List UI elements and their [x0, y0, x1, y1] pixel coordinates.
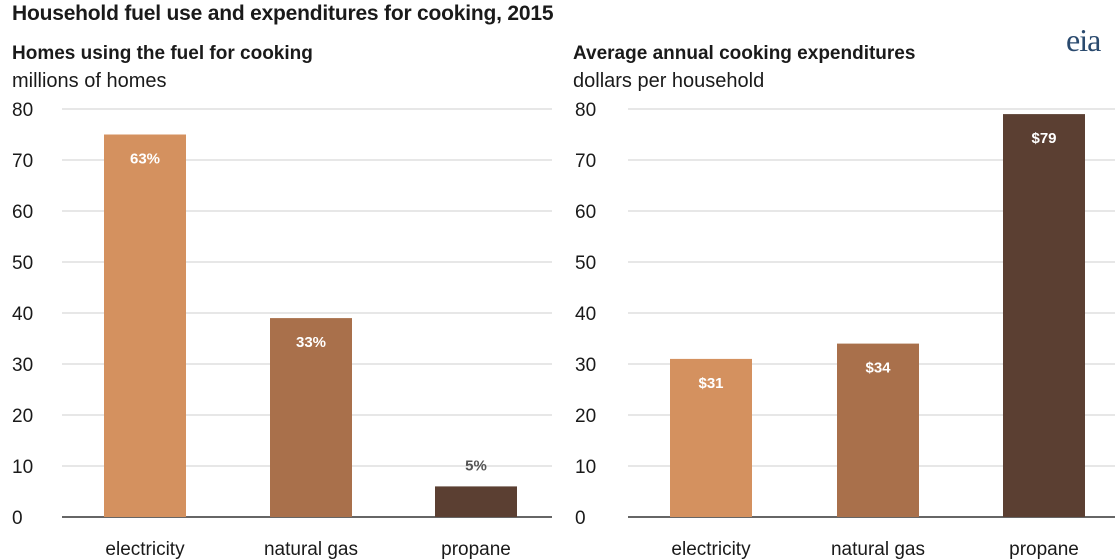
bar-natural-gas [837, 343, 919, 517]
y-tick-label: 40 [575, 304, 596, 325]
y-tick-label: 80 [575, 100, 596, 121]
y-tick-label: 10 [575, 457, 596, 478]
left-chart-title: Homes using the fuel for cooking [12, 43, 313, 64]
data-label: $79 [1031, 130, 1056, 147]
bar-electricity [104, 134, 186, 517]
y-tick-label: 0 [12, 508, 23, 529]
x-category-label: propane [1009, 539, 1079, 559]
y-tick-label: 20 [575, 406, 596, 427]
x-category-label: propane [441, 539, 511, 559]
y-tick-label: 50 [12, 253, 33, 274]
main-title: Household fuel use and expenditures for … [12, 2, 554, 25]
left-chart-ylabel: millions of homes [12, 70, 167, 92]
data-label: 5% [465, 457, 487, 474]
data-label: $34 [865, 360, 891, 377]
y-tick-label: 70 [575, 151, 596, 172]
y-tick-label: 60 [12, 202, 33, 223]
data-label: 33% [296, 334, 326, 351]
y-tick-label: 50 [575, 253, 596, 274]
bar-electricity [670, 358, 752, 517]
x-category-label: natural gas [831, 539, 925, 559]
right-bar-chart: 0 10 20 30 40 50 60 70 80 $31 electricity $34 natura… [575, 100, 1115, 559]
y-tick-label: 80 [12, 100, 33, 121]
y-tick-label: 0 [575, 508, 586, 529]
y-tick-label: 60 [575, 202, 596, 223]
y-tick-label: 70 [12, 151, 33, 172]
data-label: 63% [130, 151, 160, 168]
bar-propane [1003, 114, 1085, 517]
eia-logo: eia [1066, 22, 1101, 58]
y-tick-label: 10 [12, 457, 33, 478]
left-bar-chart: 0 10 20 30 40 50 60 70 80 63% electricity 33% natura… [12, 100, 552, 559]
y-tick-label: 30 [12, 355, 33, 376]
bar-propane [435, 486, 517, 517]
bar-natural-gas [270, 318, 352, 517]
x-category-label: electricity [105, 539, 185, 559]
x-category-label: natural gas [264, 539, 358, 559]
right-chart-ylabel: dollars per household [573, 70, 765, 92]
x-category-label: electricity [671, 539, 751, 559]
y-tick-label: 20 [12, 406, 33, 427]
right-chart-title: Average annual cooking expenditures [573, 43, 916, 64]
y-tick-label: 30 [575, 355, 596, 376]
y-tick-label: 40 [12, 304, 33, 325]
data-label: $31 [698, 375, 723, 392]
